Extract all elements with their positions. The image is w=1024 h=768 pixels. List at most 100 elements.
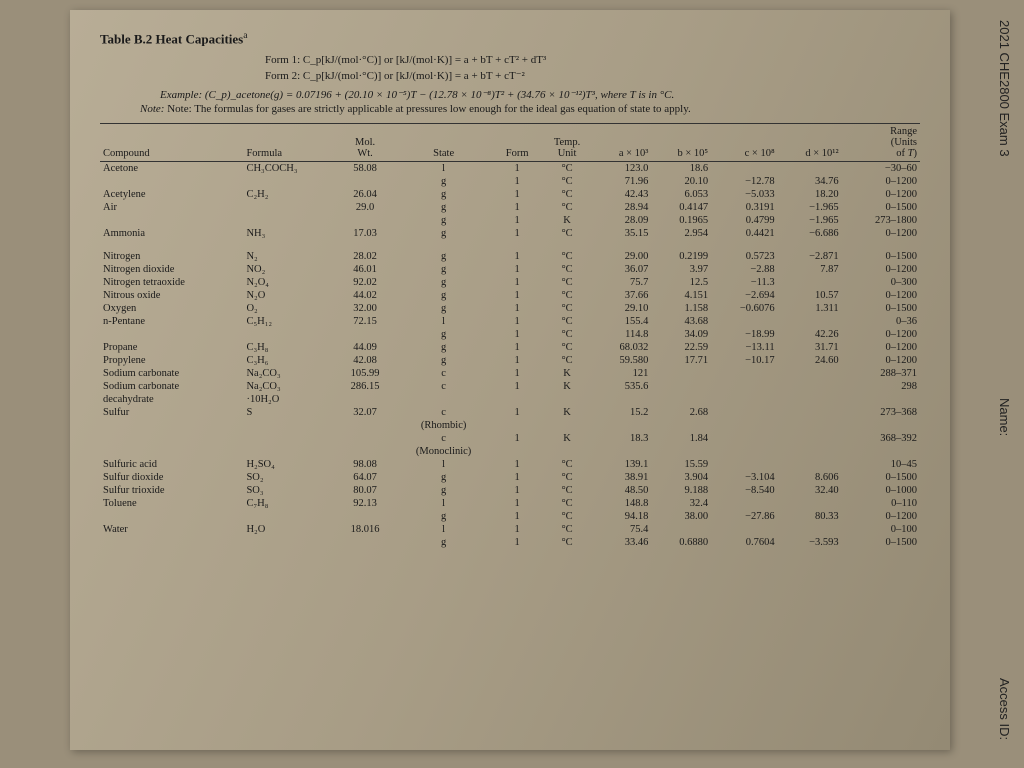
cell (394, 393, 494, 406)
cell: g (394, 276, 494, 289)
cell: 0–1200 (842, 175, 920, 188)
cell: −18.99 (711, 328, 778, 341)
cell: 75.4 (593, 523, 651, 536)
cell: 15.2 (593, 406, 651, 419)
cell: Sulfur (100, 406, 243, 419)
cell: decahydrate (100, 393, 243, 406)
cell (593, 393, 651, 406)
cell (100, 214, 243, 227)
cell: −1.965 (778, 214, 842, 227)
cell: 28.94 (593, 201, 651, 214)
cell: 29.10 (593, 302, 651, 315)
cell: 0.2199 (651, 250, 711, 263)
cell: −2.694 (711, 289, 778, 302)
cell: 42.08 (337, 354, 394, 367)
cell (337, 445, 394, 458)
cell: 17.03 (337, 227, 394, 240)
h-range: Range(Unitsof T) (842, 124, 920, 162)
cell: 31.71 (778, 341, 842, 354)
cell: °C (541, 328, 594, 341)
cell: °C (541, 354, 594, 367)
cell: C₂H₂ (243, 188, 336, 201)
cell (100, 175, 243, 188)
cell: Toluene (100, 497, 243, 510)
cell: g (394, 175, 494, 188)
cell: −12.78 (711, 175, 778, 188)
cell: 0.7604 (711, 536, 778, 549)
cell: 32.00 (337, 302, 394, 315)
table-row: (Monoclinic) (100, 445, 920, 458)
cell: 1 (494, 201, 541, 214)
cell (711, 523, 778, 536)
cell: °C (541, 175, 594, 188)
cell: −0.6076 (711, 302, 778, 315)
cell: O₂ (243, 302, 336, 315)
cell (711, 315, 778, 328)
cell (337, 393, 394, 406)
cell: 37.66 (593, 289, 651, 302)
cell (100, 328, 243, 341)
cell: 0–1500 (842, 250, 920, 263)
cell: Propylene (100, 354, 243, 367)
cell: g (394, 536, 494, 549)
cell: Acetone (100, 162, 243, 176)
cell: 1 (494, 354, 541, 367)
table-row: Nitrogen tetraoxideN₂O₄92.02g1°C75.712.5… (100, 276, 920, 289)
cell: 114.8 (593, 328, 651, 341)
cell: −1.965 (778, 201, 842, 214)
h-form: Form (494, 124, 541, 162)
cell: 75.7 (593, 276, 651, 289)
cell: 12.5 (651, 276, 711, 289)
table-row: c1K18.31.84368–392 (100, 432, 920, 445)
cell: 298 (842, 380, 920, 393)
cell: 1.311 (778, 302, 842, 315)
cell (337, 328, 394, 341)
cell: −2.871 (778, 250, 842, 263)
table-row: AmmoniaNH₃17.03g1°C35.152.9540.4421−6.68… (100, 227, 920, 240)
cell: 58.08 (337, 162, 394, 176)
cell: Nitrogen tetraoxide (100, 276, 243, 289)
cell: °C (541, 201, 594, 214)
cell: 0–1200 (842, 328, 920, 341)
cell: 1 (494, 328, 541, 341)
cell (711, 458, 778, 471)
cell: 1 (494, 497, 541, 510)
cell: 92.13 (337, 497, 394, 510)
cell: 1 (494, 510, 541, 523)
cell: 0–1200 (842, 188, 920, 201)
cell: 0.3191 (711, 201, 778, 214)
cell: 18.3 (593, 432, 651, 445)
cell (494, 393, 541, 406)
cell: C₃H₆ (243, 354, 336, 367)
cell: 155.4 (593, 315, 651, 328)
cell: 1 (494, 367, 541, 380)
cell: 0–1500 (842, 471, 920, 484)
cell (337, 214, 394, 227)
h-mw: Mol.Wt. (337, 124, 394, 162)
cell: −30–60 (842, 162, 920, 176)
cell: 68.032 (593, 341, 651, 354)
cell: 1 (494, 432, 541, 445)
cell: 535.6 (593, 380, 651, 393)
table-row: OxygenO₂32.00g1°C29.101.158−0.60761.3110… (100, 302, 920, 315)
cell: 0–1200 (842, 227, 920, 240)
cell: Sulfuric acid (100, 458, 243, 471)
cell: n-Pentane (100, 315, 243, 328)
page: Table B.2 Heat Capacitiesa Form 1: C_p[k… (70, 10, 950, 750)
cell: °C (541, 315, 594, 328)
cell (711, 419, 778, 432)
table-row: g1°C33.460.68800.7604−3.5930–1500 (100, 536, 920, 549)
cell: −3.593 (778, 536, 842, 549)
cell (494, 419, 541, 432)
cell: °C (541, 263, 594, 276)
cell: c (394, 367, 494, 380)
cell (778, 315, 842, 328)
cell: K (541, 406, 594, 419)
cell: 38.91 (593, 471, 651, 484)
cell: 29.00 (593, 250, 651, 263)
cell (243, 445, 336, 458)
cell: 48.50 (593, 484, 651, 497)
cell (541, 419, 594, 432)
cell: °C (541, 227, 594, 240)
cell (778, 445, 842, 458)
